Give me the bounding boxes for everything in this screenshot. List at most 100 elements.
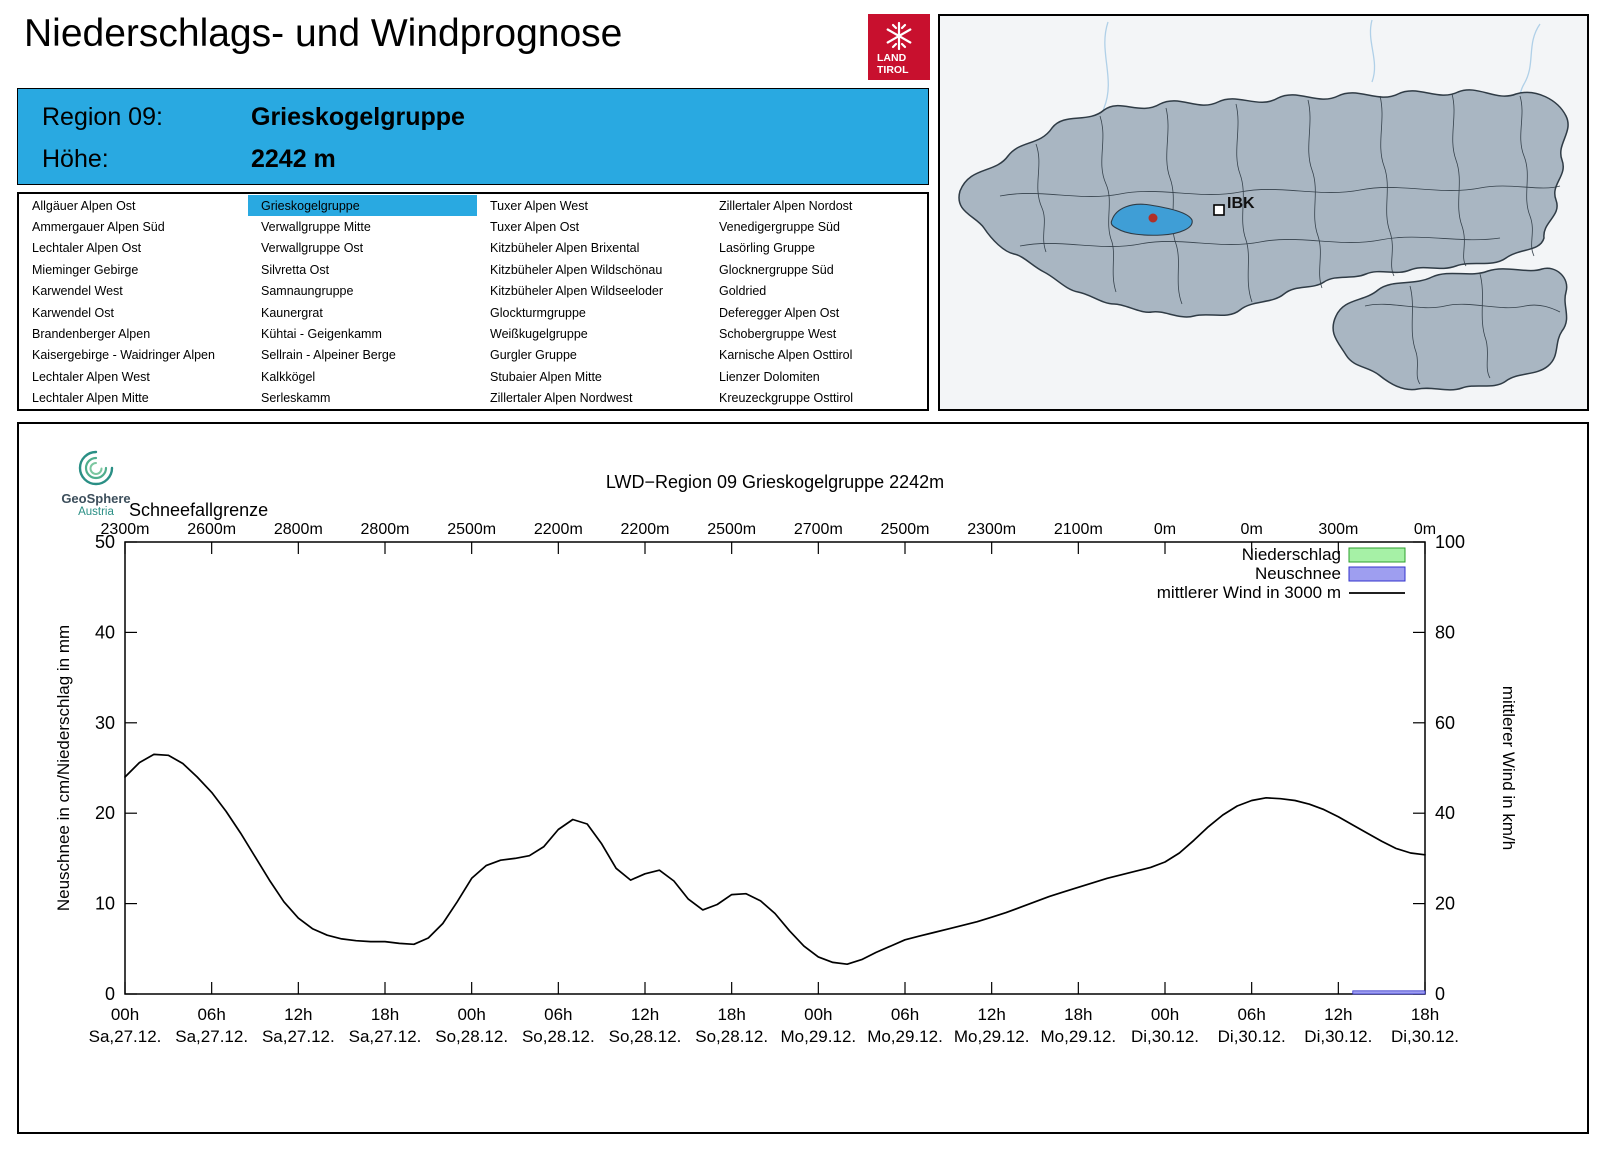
region-item[interactable]: Lechtaler Alpen West: [32, 369, 150, 384]
x-tick-date: Sa,27.12.: [349, 1027, 422, 1046]
region-item[interactable]: Kaisergebirge - Waidringer Alpen: [32, 348, 215, 363]
x-tick-time: 12h: [1324, 1005, 1352, 1024]
snowline-value: 0m: [1414, 521, 1436, 538]
x-tick-date: So,28.12.: [522, 1027, 595, 1046]
snowline-value: 2300m: [967, 521, 1016, 538]
x-tick-time: 00h: [111, 1005, 139, 1024]
x-tick-time: 06h: [1237, 1005, 1265, 1024]
region-item[interactable]: Silvretta Ost: [261, 262, 330, 277]
x-tick-time: 18h: [717, 1005, 745, 1024]
region-item[interactable]: Schobergruppe West: [719, 327, 837, 342]
region-item[interactable]: Goldried: [719, 284, 767, 299]
x-tick-date: Di,30.12.: [1218, 1027, 1286, 1046]
snowline-value: 2700m: [794, 521, 843, 538]
snowline-value: 2600m: [187, 521, 236, 538]
snowline-value: 2100m: [1054, 521, 1103, 538]
region-item[interactable]: Samnaungruppe: [261, 284, 354, 299]
map-north-tirol[interactable]: [958, 89, 1569, 318]
region-item[interactable]: Karwendel Ost: [32, 305, 114, 320]
snowline-value: 2800m: [274, 521, 323, 538]
left-tick-label: 0: [105, 984, 115, 1004]
x-tick-time: 12h: [631, 1005, 659, 1024]
snowline-value: 2300m: [101, 521, 150, 538]
region-item[interactable]: Tuxer Alpen West: [490, 198, 588, 213]
x-tick-time: 12h: [284, 1005, 312, 1024]
snowline-value: 2200m: [621, 521, 670, 538]
region-item[interactable]: Grieskogelgruppe: [248, 195, 477, 217]
snowline-label: Schneefallgrenze: [129, 500, 268, 520]
region-item[interactable]: Sellrain - Alpeiner Berge: [261, 348, 396, 363]
x-tick-time: 00h: [1151, 1005, 1179, 1024]
region-item[interactable]: Kalkkögel: [261, 369, 316, 384]
region-item[interactable]: Lechtaler Alpen Ost: [32, 241, 142, 256]
x-tick-date: Mo,29.12.: [1041, 1027, 1117, 1046]
land-tirol-logo: LAND TIROL: [868, 14, 930, 80]
region-item[interactable]: Kreuzeckgruppe Osttirol: [719, 391, 854, 406]
region-item[interactable]: Allgäuer Alpen Ost: [32, 198, 136, 213]
region-item[interactable]: Stubaier Alpen Mitte: [490, 369, 602, 384]
region-item[interactable]: Verwallgruppe Ost: [261, 241, 364, 256]
legend-swatch-box: [1348, 547, 1406, 563]
region-item[interactable]: Venedigergruppe Süd: [719, 220, 840, 235]
region-item[interactable]: Kühtai - Geigenkamm: [261, 327, 382, 342]
chart-title: LWD−Region 09 Grieskogelgruppe 2242m: [606, 472, 944, 492]
region-item[interactable]: Glocknergruppe Süd: [719, 262, 834, 277]
right-axis-title: mittlerer Wind in km/h: [1499, 686, 1518, 850]
right-tick-label: 80: [1435, 622, 1455, 642]
left-tick-label: 20: [95, 803, 115, 823]
snowline-value: 2200m: [534, 521, 583, 538]
x-tick-time: 18h: [371, 1005, 399, 1024]
region-item[interactable]: Lasörling Gruppe: [719, 241, 815, 256]
neuschnee-area: [1352, 990, 1426, 995]
region-item[interactable]: Verwallgruppe Mitte: [261, 220, 371, 235]
snowline-value: 2500m: [707, 521, 756, 538]
map-east-tirol[interactable]: [1332, 267, 1568, 391]
legend-label: Niederschlag: [1242, 545, 1341, 564]
map-region-center-dot: [1148, 213, 1158, 223]
region-item[interactable]: Karwendel West: [32, 284, 123, 299]
region-item[interactable]: Zillertaler Alpen Nordost: [719, 198, 853, 213]
x-tick-date: So,28.12.: [609, 1027, 682, 1046]
snowline-value: 0m: [1154, 521, 1176, 538]
plot-border: [124, 541, 1426, 995]
region-item[interactable]: Mieminger Gebirge: [32, 262, 139, 277]
x-tick-date: Sa,27.12.: [89, 1027, 162, 1046]
x-tick-time: 00h: [804, 1005, 832, 1024]
region-item[interactable]: Weißkugelgruppe: [490, 327, 588, 342]
x-tick-time: 12h: [977, 1005, 1005, 1024]
x-tick-date: Di,30.12.: [1391, 1027, 1459, 1046]
snowline-value: 2500m: [881, 521, 930, 538]
region-item[interactable]: Kaunergrat: [261, 305, 323, 320]
region-item[interactable]: Glockturmgruppe: [490, 305, 586, 320]
left-axis-title: Neuschnee in cm/Niederschlag in mm: [54, 625, 73, 911]
x-tick-date: Sa,27.12.: [262, 1027, 335, 1046]
x-tick-date: Sa,27.12.: [175, 1027, 248, 1046]
x-tick-time: 06h: [544, 1005, 572, 1024]
snowline-value: 300m: [1318, 521, 1358, 538]
region-item[interactable]: Deferegger Alpen Ost: [719, 305, 840, 320]
region-item[interactable]: Zillertaler Alpen Nordwest: [490, 391, 633, 406]
region-item[interactable]: Kitzbüheler Alpen Wildschönau: [490, 262, 663, 277]
region-item[interactable]: Ammergauer Alpen Süd: [32, 220, 165, 235]
x-tick-time: 00h: [457, 1005, 485, 1024]
region-item[interactable]: Kitzbüheler Alpen Wildseeloder: [490, 284, 664, 299]
region-item[interactable]: Kitzbüheler Alpen Brixental: [490, 241, 640, 256]
region-item[interactable]: Tuxer Alpen Ost: [490, 220, 580, 235]
region-item[interactable]: Serleskamm: [261, 391, 331, 406]
region-item[interactable]: Karnische Alpen Osttirol: [719, 348, 853, 363]
right-tick-label: 0: [1435, 984, 1445, 1004]
x-tick-date: Mo,29.12.: [781, 1027, 857, 1046]
legend-label: mittlerer Wind in 3000 m: [1157, 583, 1341, 602]
tirol-map-panel[interactable]: IBK: [938, 14, 1589, 411]
left-tick-label: 30: [95, 713, 115, 733]
page-title: Niederschlags- und Windprognose: [24, 12, 623, 55]
snowline-value: 2500m: [447, 521, 496, 538]
right-tick-label: 40: [1435, 803, 1455, 823]
right-tick-label: 20: [1435, 894, 1455, 914]
x-tick-time: 18h: [1411, 1005, 1439, 1024]
region-item[interactable]: Lechtaler Alpen Mitte: [32, 391, 149, 406]
region-item[interactable]: Lienzer Dolomiten: [719, 369, 820, 384]
legend-label: Neuschnee: [1255, 564, 1341, 583]
region-item[interactable]: Brandenberger Alpen: [32, 327, 151, 342]
region-item[interactable]: Gurgler Gruppe: [490, 348, 577, 363]
